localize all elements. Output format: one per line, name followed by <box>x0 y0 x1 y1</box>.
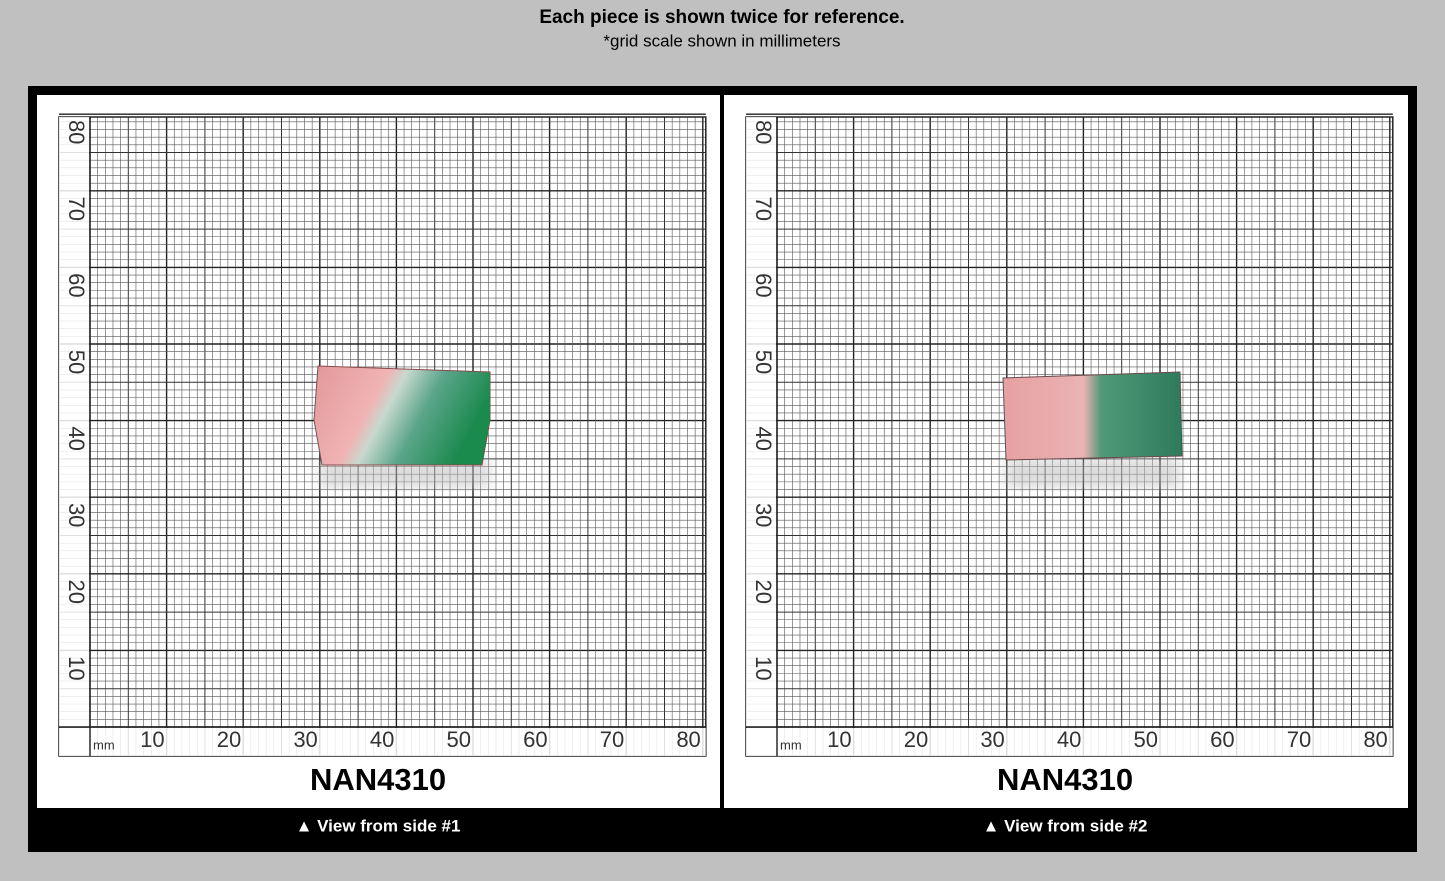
y-scale-label: 60 <box>64 273 89 297</box>
y-scale-label: 30 <box>64 503 89 527</box>
y-scale-label: 50 <box>751 350 776 374</box>
panel: mm 10 20 30 40 50 60 70 80 10 20 30 40 50 60 70 80 NAN431… <box>58 113 707 835</box>
label-row <box>59 728 706 756</box>
y-scale-label: 20 <box>64 580 89 604</box>
subtitle: *grid scale shown in millimeters <box>603 31 840 50</box>
panel: mm 10 20 30 40 50 60 70 80 10 20 30 40 50 60 70 80 NAN431… <box>745 113 1394 835</box>
shadow <box>1005 458 1180 488</box>
y-scale-label: 80 <box>751 120 776 144</box>
x-scale-label: 50 <box>1134 727 1158 752</box>
x-scale-label: 80 <box>676 727 700 752</box>
title: Each piece is shown twice for reference. <box>539 7 904 28</box>
y-scale-label: 40 <box>64 426 89 450</box>
caption: ▲ View from side #2 <box>983 816 1148 835</box>
y-scale-label: 80 <box>64 120 89 144</box>
x-scale-label: 50 <box>447 727 471 752</box>
unit-label: mm <box>93 737 115 752</box>
x-scale-label: 20 <box>217 727 241 752</box>
x-scale-label: 80 <box>1363 727 1387 752</box>
y-scale-label: 20 <box>751 580 776 604</box>
y-scale-label: 50 <box>64 350 89 374</box>
y-scale-label: 70 <box>64 197 89 221</box>
x-scale-label: 70 <box>1287 727 1311 752</box>
x-scale-label: 10 <box>140 727 164 752</box>
stone-photo <box>313 365 491 466</box>
y-scale-label: 30 <box>751 503 776 527</box>
label-col <box>59 117 89 727</box>
x-scale-label: 30 <box>980 727 1004 752</box>
y-scale-label: 60 <box>751 273 776 297</box>
caption: ▲ View from side #1 <box>296 816 461 835</box>
x-scale-label: 40 <box>1057 727 1081 752</box>
item-id: NAN4310 <box>997 762 1133 797</box>
label-row <box>746 728 1393 756</box>
x-scale-label: 20 <box>904 727 928 752</box>
x-scale-label: 10 <box>827 727 851 752</box>
x-scale-label: 40 <box>370 727 394 752</box>
x-scale-label: 60 <box>523 727 547 752</box>
y-scale-label: 10 <box>751 656 776 680</box>
x-scale-label: 70 <box>600 727 624 752</box>
stone-photo <box>1002 371 1183 461</box>
y-scale-label: 10 <box>64 656 89 680</box>
x-scale-label: 30 <box>293 727 317 752</box>
x-scale-label: 60 <box>1210 727 1234 752</box>
y-scale-label: 70 <box>751 197 776 221</box>
label-col <box>746 117 776 727</box>
unit-label: mm <box>780 737 802 752</box>
y-scale-label: 40 <box>751 426 776 450</box>
item-id: NAN4310 <box>310 762 446 797</box>
